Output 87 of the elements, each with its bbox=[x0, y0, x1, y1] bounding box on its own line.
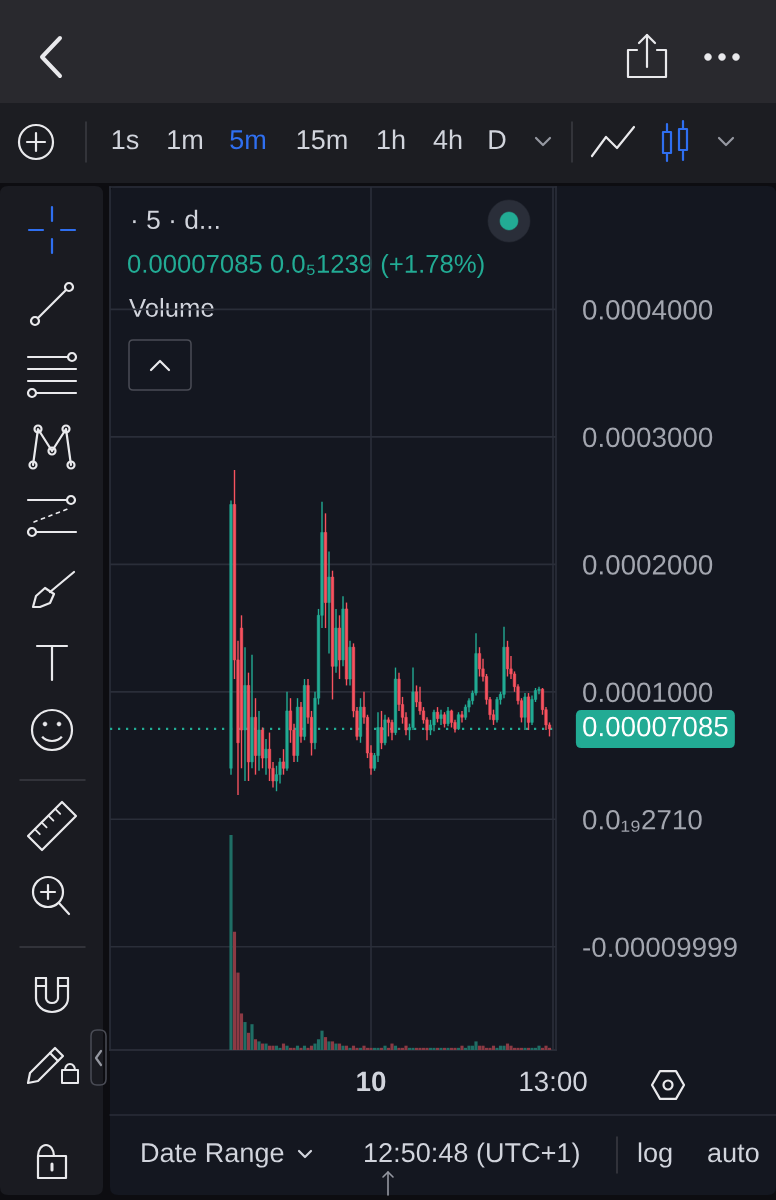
bar bbox=[467, 1045, 471, 1050]
text: 5m bbox=[230, 130, 266, 150]
bar bbox=[323, 1037, 328, 1050]
bar bbox=[439, 1047, 443, 1050]
candlestick bbox=[477, 646, 482, 678]
y-tick-label: 0.0001000 bbox=[583, 682, 713, 703]
text: 1h bbox=[378, 129, 405, 149]
text: log bbox=[638, 1142, 672, 1168]
bar bbox=[509, 1045, 513, 1050]
bar bbox=[243, 1022, 247, 1050]
bar bbox=[278, 1047, 282, 1050]
text: · 5 · d... bbox=[133, 209, 219, 230]
text: 0.00007085 0.0₅1239 (+1.78%) bbox=[128, 254, 484, 278]
bar bbox=[530, 1047, 534, 1050]
y-tick-label: 0.0003000 bbox=[583, 427, 713, 448]
text: 4h bbox=[433, 129, 462, 149]
candlestick bbox=[386, 716, 391, 738]
bar bbox=[446, 1047, 450, 1050]
bar bbox=[260, 1043, 265, 1050]
bar bbox=[369, 1047, 373, 1050]
y-tick-label: 0.0₁₉2710 bbox=[583, 809, 702, 832]
text: auto bbox=[708, 1144, 759, 1163]
bar bbox=[488, 1047, 492, 1050]
bar bbox=[516, 1047, 520, 1050]
bar bbox=[281, 1043, 286, 1050]
bar bbox=[327, 1041, 331, 1050]
bar bbox=[460, 1045, 464, 1050]
bar bbox=[355, 1047, 359, 1050]
bar bbox=[341, 1045, 345, 1050]
bar bbox=[292, 1047, 296, 1050]
y-tick-label: 0.0004000 bbox=[583, 300, 713, 320]
text: D bbox=[489, 130, 506, 149]
bar bbox=[390, 1043, 394, 1050]
bar bbox=[337, 1043, 342, 1050]
bar bbox=[320, 1030, 324, 1050]
candlestick bbox=[264, 738, 268, 776]
candlestick bbox=[446, 706, 450, 727]
y-tick-label: 0.0002000 bbox=[583, 554, 713, 575]
bar bbox=[306, 1047, 310, 1050]
bar bbox=[264, 1043, 268, 1050]
bar bbox=[376, 1047, 380, 1050]
x-tick-label: 13:00 bbox=[520, 1071, 587, 1092]
bar bbox=[313, 1043, 317, 1050]
bar bbox=[495, 1047, 499, 1050]
bar bbox=[362, 1045, 366, 1050]
y-tick-label: -0.00009999 bbox=[583, 937, 737, 958]
bar bbox=[334, 1043, 338, 1050]
bar bbox=[418, 1047, 422, 1050]
bar bbox=[505, 1043, 510, 1050]
bar bbox=[383, 1045, 387, 1050]
bar bbox=[425, 1047, 429, 1050]
text: 12:50:48 (UTC+1) bbox=[365, 1142, 579, 1168]
candlestick bbox=[495, 696, 499, 724]
bar bbox=[250, 1024, 254, 1050]
candlestick bbox=[281, 748, 286, 776]
bar bbox=[299, 1047, 303, 1050]
candlestick bbox=[390, 719, 394, 741]
bar bbox=[330, 1041, 335, 1050]
bar bbox=[253, 1039, 258, 1050]
bar bbox=[348, 1047, 352, 1050]
bar bbox=[232, 931, 237, 1050]
candlestick bbox=[505, 640, 510, 678]
bar bbox=[229, 835, 233, 1050]
candlestick bbox=[439, 708, 443, 726]
bar bbox=[257, 1041, 261, 1050]
text: 1s bbox=[112, 130, 139, 150]
candlestick bbox=[383, 714, 387, 747]
x-tick-label: 10 bbox=[357, 1071, 386, 1092]
bar bbox=[523, 1047, 527, 1050]
text: 15m bbox=[297, 130, 347, 150]
text: 1m bbox=[168, 130, 203, 149]
bar bbox=[537, 1045, 541, 1050]
bar bbox=[502, 1045, 506, 1050]
bar bbox=[544, 1045, 548, 1050]
ref-line-label: 0.00007085 bbox=[583, 716, 728, 737]
bar bbox=[411, 1047, 415, 1050]
bar bbox=[404, 1045, 408, 1050]
bar bbox=[481, 1045, 485, 1050]
bar bbox=[285, 1045, 289, 1050]
bar bbox=[246, 1032, 251, 1050]
text: Date Range bbox=[142, 1143, 284, 1168]
bar bbox=[453, 1047, 457, 1050]
bar bbox=[397, 1047, 401, 1050]
bar bbox=[271, 1045, 275, 1050]
bar bbox=[432, 1047, 436, 1050]
candlestick bbox=[432, 708, 436, 733]
bar bbox=[474, 1041, 478, 1050]
